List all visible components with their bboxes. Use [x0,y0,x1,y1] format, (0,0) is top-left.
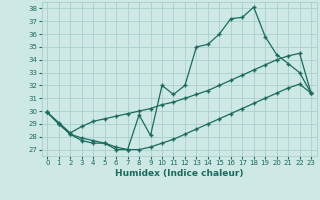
X-axis label: Humidex (Indice chaleur): Humidex (Indice chaleur) [115,169,244,178]
